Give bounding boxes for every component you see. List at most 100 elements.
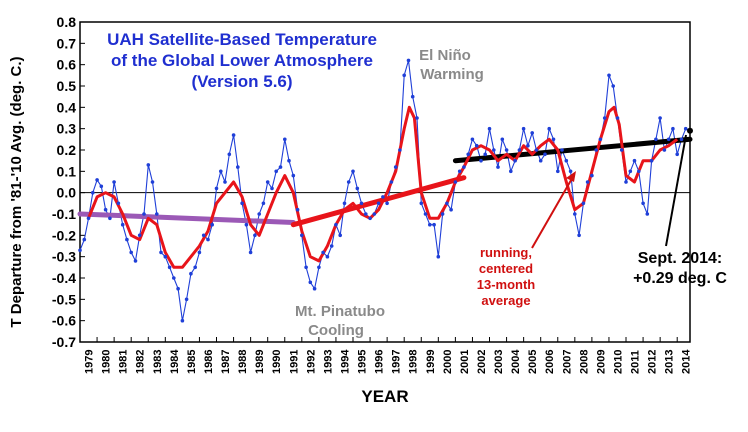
monthly-point	[278, 165, 283, 169]
x-tick-label: 2006	[544, 350, 556, 374]
monthly-point	[607, 73, 611, 78]
monthly-point	[466, 152, 471, 157]
trend-line-1991-2001	[290, 175, 467, 228]
plot-border	[79, 21, 691, 343]
monthly-point	[530, 131, 534, 135]
monthly-point	[351, 169, 355, 174]
x-tick-label: 1997	[391, 350, 403, 374]
monthly-point	[159, 250, 163, 255]
x-tick-label: 1993	[322, 350, 334, 374]
y-tick-label: -0.3	[52, 249, 76, 265]
monthly-point	[304, 265, 308, 270]
monthly-point	[436, 254, 441, 259]
monthly-point	[445, 201, 449, 206]
monthly-point	[240, 201, 244, 206]
monthly-point	[227, 152, 232, 157]
y-tick-label: 0.1	[57, 163, 77, 179]
monthly-point	[556, 169, 560, 174]
el-nino-annotation-line-1: El Niño	[419, 47, 471, 64]
monthly-point	[645, 212, 650, 216]
monthly-point	[547, 126, 551, 131]
monthly-point	[654, 137, 658, 142]
x-tick-label: 2004	[510, 349, 522, 374]
monthly-point	[402, 73, 407, 78]
y-tick-label: -0.1	[52, 206, 76, 222]
monthly-point	[470, 137, 475, 142]
monthly-point	[184, 297, 189, 302]
monthly-point	[492, 148, 496, 152]
monthly-point	[449, 207, 453, 212]
el-nino-annotation-line-2: Warming	[420, 66, 484, 83]
sept-2014-annotation-line-1: Sept. 2014:	[638, 250, 722, 267]
monthly-point	[419, 201, 424, 206]
monthly-point	[440, 212, 445, 216]
monthly-point	[381, 195, 385, 199]
x-tick-label: 2007	[561, 350, 573, 374]
monthly-point	[325, 254, 330, 259]
monthly-point	[283, 137, 287, 142]
monthly-point	[193, 265, 197, 270]
x-tick-label: 1986	[203, 350, 215, 374]
running-avg-annotation-line-3: 13-month	[477, 277, 536, 292]
monthly-point	[526, 143, 530, 148]
monthly-point	[180, 318, 185, 323]
monthly-point	[197, 250, 202, 255]
monthly-point	[163, 254, 168, 259]
monthly-point	[594, 148, 598, 152]
running-avg-annotation-line-4: average	[481, 293, 530, 308]
running-avg-arrow	[531, 174, 575, 249]
monthly-point	[423, 212, 428, 216]
monthly-point	[504, 148, 509, 152]
monthly-point	[312, 286, 317, 291]
monthly-point	[509, 169, 513, 174]
y-axis-label: T Departure from '81-'10 Avg. (deg. C.)	[8, 56, 25, 327]
monthly-point	[534, 148, 539, 152]
x-tick-label: 2000	[442, 350, 454, 374]
plot-frame	[79, 21, 691, 343]
y-tick-label: -0.7	[52, 334, 76, 350]
y-tick-label: 0.7	[57, 35, 77, 51]
monthly-point	[133, 259, 138, 263]
monthly-point	[683, 126, 688, 131]
monthly-point	[662, 148, 667, 152]
monthly-point	[125, 237, 129, 242]
y-tick-label: 0.2	[57, 142, 77, 158]
x-tick-label: 2012	[647, 350, 659, 374]
x-tick-label: 1985	[186, 350, 198, 374]
monthly-point	[573, 212, 577, 216]
chart-title-line-2: of the Global Lower Atmosphere	[111, 51, 373, 70]
monthly-point	[329, 244, 334, 248]
x-tick-label: 1991	[288, 350, 300, 374]
monthly-point	[385, 201, 389, 206]
monthly-point	[103, 207, 108, 212]
monthly-point	[615, 116, 620, 120]
pinatubo-annotation-line-1: Mt. Pinatubo	[295, 303, 385, 320]
monthly-point	[372, 212, 377, 216]
sept-2014-annotation-line-2: +0.29 deg. C	[633, 270, 727, 287]
monthly-point	[462, 165, 466, 169]
x-tick-label: 1992	[305, 350, 317, 374]
y-tick-label: 0.8	[57, 14, 77, 30]
monthly-point	[176, 286, 180, 291]
monthly-point	[223, 180, 227, 184]
x-tick-label: 1989	[254, 350, 266, 374]
monthly-point	[137, 233, 142, 238]
monthly-point	[295, 207, 300, 212]
running-avg-annotation-line-1: running,	[480, 245, 532, 260]
x-tick-label: 1995	[357, 350, 369, 374]
monthly-point	[150, 180, 155, 184]
monthly-point	[82, 237, 87, 242]
monthly-point	[78, 248, 82, 253]
monthly-point	[253, 233, 257, 238]
monthly-point	[496, 165, 500, 169]
monthly-point	[598, 137, 603, 142]
chart-title-line-1: UAH Satellite-Based Temperature	[107, 30, 377, 49]
y-tick-label: 0.4	[57, 99, 77, 115]
monthly-point	[666, 137, 671, 142]
pinatubo-annotation-line-2: Cooling	[308, 322, 364, 339]
monthly-point	[338, 233, 343, 238]
monthly-point	[479, 158, 483, 163]
monthly-point	[649, 158, 654, 163]
monthly-point	[210, 222, 214, 227]
